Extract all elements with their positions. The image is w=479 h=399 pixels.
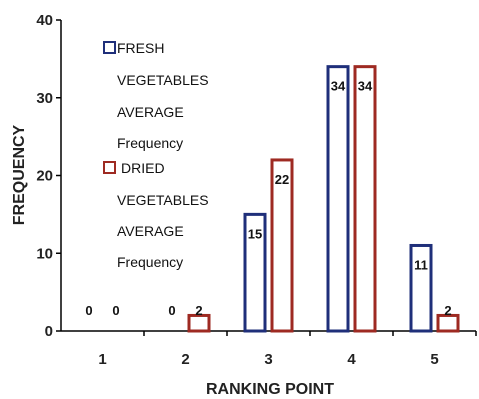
y-axis-ticks: 0 10 20 30 40 bbox=[36, 12, 61, 340]
data-label: 34 bbox=[358, 79, 373, 94]
data-label: 34 bbox=[331, 79, 346, 94]
legend-dried-line-1: DRIED bbox=[121, 160, 165, 176]
x-tick-label: 1 bbox=[98, 351, 106, 368]
data-label: 0 bbox=[168, 303, 175, 318]
y-tick-label: 30 bbox=[36, 90, 53, 107]
bar-series-1-cat-3 bbox=[243, 212, 267, 333]
legend-fresh-line-1: FRESH bbox=[117, 40, 164, 56]
bars bbox=[187, 65, 460, 333]
legend-fresh-line-4: Frequency bbox=[117, 135, 183, 151]
legend-fresh-line-2: VEGETABLES bbox=[117, 72, 209, 88]
legend-dried-line-3: AVERAGE bbox=[117, 223, 184, 239]
bar-series-1-cat-5 bbox=[409, 243, 433, 333]
bar-series-1-cat-4 bbox=[326, 65, 350, 333]
x-tick-label: 5 bbox=[430, 351, 438, 368]
data-label: 11 bbox=[414, 257, 428, 272]
data-label: 2 bbox=[444, 303, 451, 318]
legend-swatch-fresh bbox=[103, 41, 116, 54]
legend-dried-line-2: VEGETABLES bbox=[117, 192, 209, 208]
y-tick-label: 20 bbox=[36, 168, 53, 185]
x-tick-label: 2 bbox=[181, 351, 189, 368]
y-tick-label: 40 bbox=[36, 12, 53, 29]
y-axis-title: FREQUENCY bbox=[11, 124, 28, 225]
bar-series-2-cat-3 bbox=[270, 158, 294, 333]
bar-series-2-cat-2 bbox=[187, 313, 211, 333]
data-label: 0 bbox=[112, 303, 119, 318]
data-label: 22 bbox=[275, 172, 289, 187]
y-tick-label: 10 bbox=[36, 245, 53, 262]
x-axis-title: RANKING POINT bbox=[206, 381, 334, 398]
legend: FRESH VEGETABLES AVERAGE Frequency DRIED… bbox=[103, 40, 209, 270]
legend-dried-line-4: Frequency bbox=[117, 254, 183, 270]
data-label: 0 bbox=[85, 303, 92, 318]
data-label: 2 bbox=[195, 303, 202, 318]
x-tick-label: 4 bbox=[347, 351, 356, 368]
bar-series-2-cat-4 bbox=[353, 65, 377, 333]
legend-fresh-line-3: AVERAGE bbox=[117, 104, 184, 120]
bar-series-2-cat-5 bbox=[436, 313, 460, 333]
y-tick-label: 0 bbox=[45, 323, 53, 340]
x-tick-label: 3 bbox=[264, 351, 272, 368]
data-label: 15 bbox=[248, 226, 262, 241]
x-axis-ticks: 1 2 3 4 5 bbox=[98, 331, 477, 368]
legend-swatch-dried bbox=[103, 161, 116, 174]
